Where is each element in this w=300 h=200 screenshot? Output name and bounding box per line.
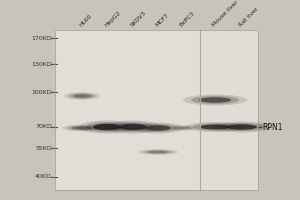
Ellipse shape xyxy=(191,96,239,104)
Bar xyxy=(55,30,200,190)
Text: 70KD: 70KD xyxy=(35,124,52,130)
Ellipse shape xyxy=(93,124,121,130)
Ellipse shape xyxy=(148,151,168,153)
Ellipse shape xyxy=(79,120,135,134)
Ellipse shape xyxy=(172,126,193,130)
Ellipse shape xyxy=(183,95,247,106)
Bar xyxy=(200,30,258,190)
Text: SKOV3: SKOV3 xyxy=(130,10,147,28)
Ellipse shape xyxy=(132,122,184,134)
Text: HepG2: HepG2 xyxy=(103,10,122,28)
Ellipse shape xyxy=(193,123,238,131)
Ellipse shape xyxy=(143,150,173,154)
Ellipse shape xyxy=(175,127,189,129)
Ellipse shape xyxy=(73,94,91,98)
Ellipse shape xyxy=(86,122,128,132)
Ellipse shape xyxy=(64,92,100,100)
Ellipse shape xyxy=(145,125,171,131)
Text: 130KD: 130KD xyxy=(31,62,52,66)
Text: HL60: HL60 xyxy=(79,14,93,28)
Ellipse shape xyxy=(168,125,196,131)
Ellipse shape xyxy=(212,121,272,132)
Text: MCF7: MCF7 xyxy=(154,13,170,28)
Ellipse shape xyxy=(67,126,97,130)
Ellipse shape xyxy=(72,126,92,130)
Ellipse shape xyxy=(68,93,95,99)
Text: RPN1: RPN1 xyxy=(262,122,283,132)
Text: 170KD: 170KD xyxy=(31,36,52,40)
Text: Mouse liver: Mouse liver xyxy=(212,0,240,28)
Ellipse shape xyxy=(185,122,245,132)
Ellipse shape xyxy=(119,124,147,130)
Ellipse shape xyxy=(139,124,178,132)
Text: Rat liver: Rat liver xyxy=(238,7,260,28)
Ellipse shape xyxy=(227,124,257,130)
Ellipse shape xyxy=(220,123,265,131)
Text: 100KD: 100KD xyxy=(32,90,52,95)
Ellipse shape xyxy=(138,149,178,155)
Bar xyxy=(55,30,258,190)
Text: 55KD: 55KD xyxy=(35,146,52,150)
Text: BxPC3: BxPC3 xyxy=(178,11,196,28)
Ellipse shape xyxy=(105,120,161,134)
Ellipse shape xyxy=(200,125,230,129)
Text: 40KD: 40KD xyxy=(35,174,52,180)
Ellipse shape xyxy=(62,125,102,131)
Ellipse shape xyxy=(199,97,231,103)
Ellipse shape xyxy=(112,122,154,132)
